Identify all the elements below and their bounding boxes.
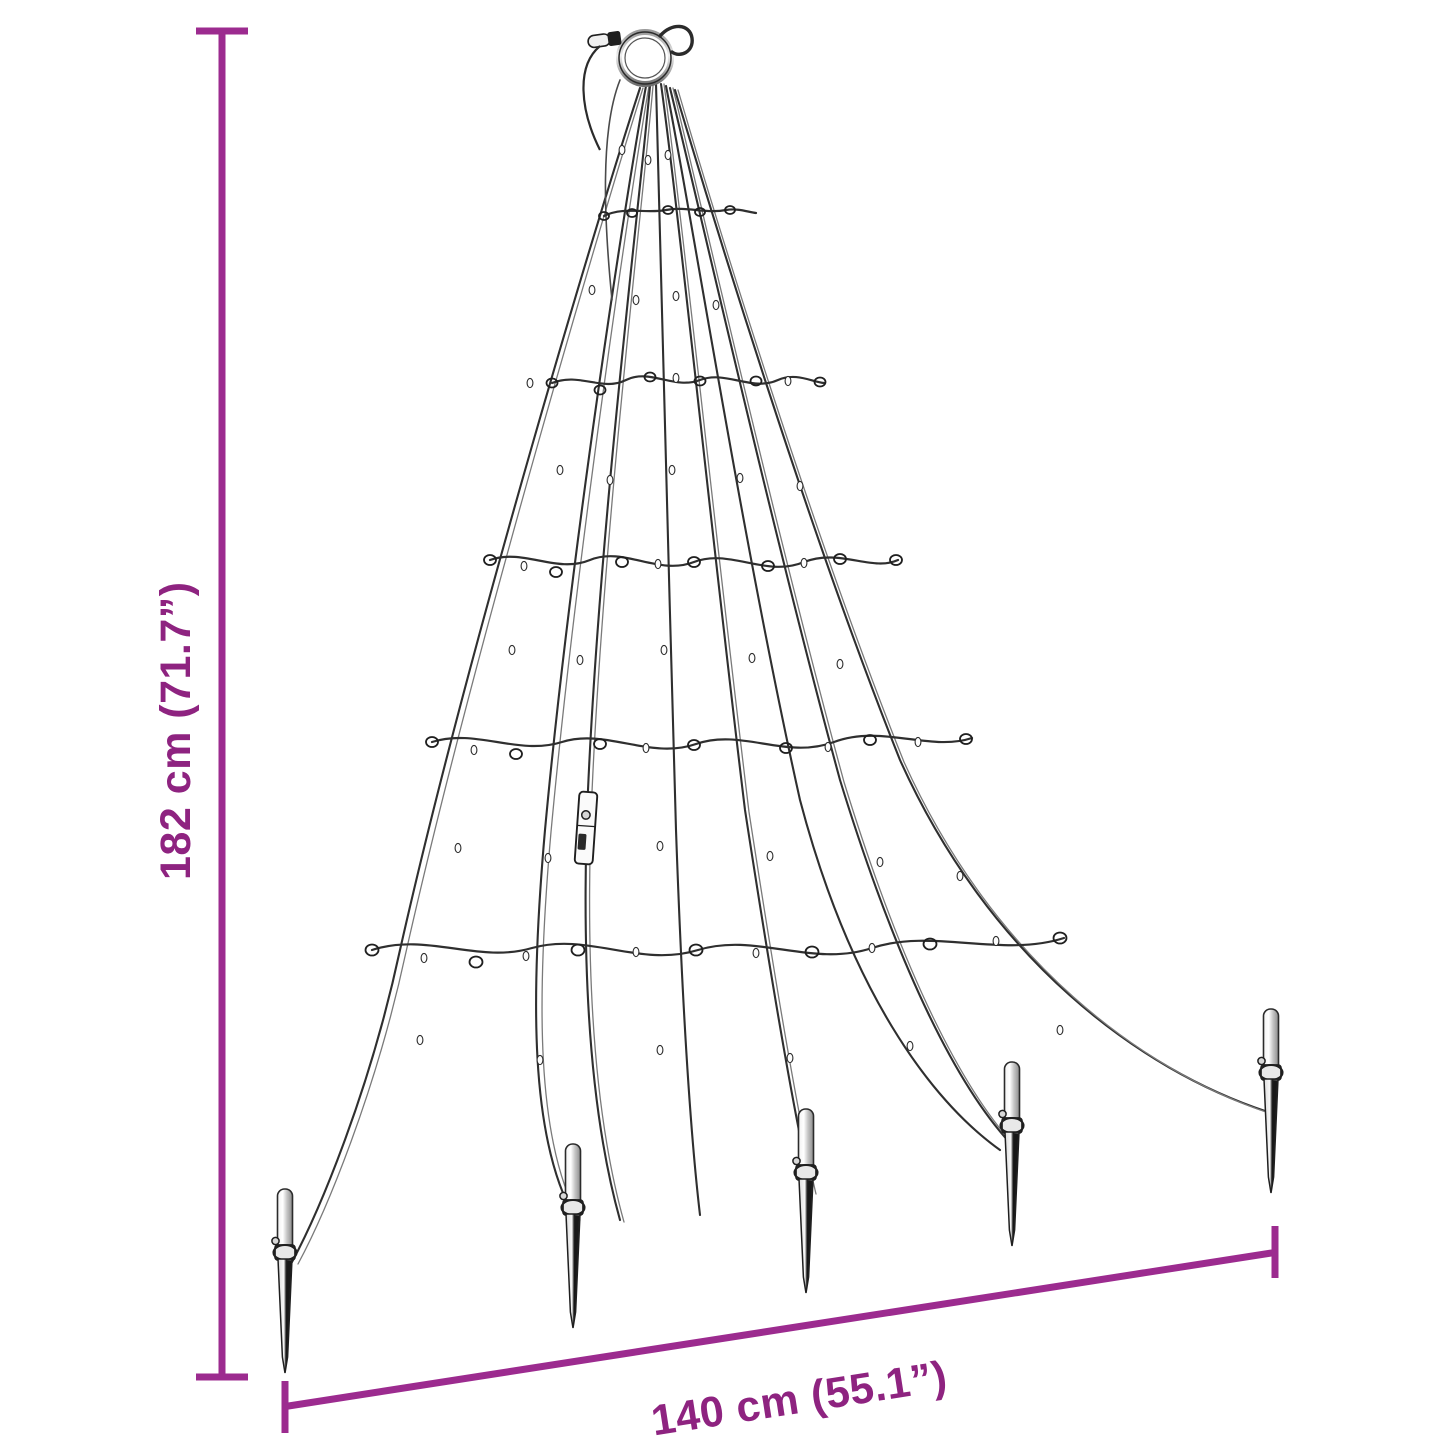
hanging-ring-icon: [582, 24, 694, 151]
inline-controller-icon: [573, 790, 599, 866]
height-dimension-label: 182 cm (71.7”): [152, 581, 200, 880]
ground-stakes: [270, 1007, 1284, 1375]
vertical-strands: [290, 79, 1273, 1265]
row-1: [602, 207, 758, 218]
ground-stake-icon: [270, 1187, 298, 1375]
height-dimension-line: [196, 27, 248, 1381]
row-5: [370, 936, 1066, 957]
ground-stake-icon: [997, 1060, 1025, 1248]
row-4: [430, 734, 974, 750]
cable-end-cap: [587, 31, 622, 49]
light-net-tree: [270, 24, 1284, 1375]
ground-stake-icon: [558, 1142, 586, 1330]
led-bulbs: [416, 144, 1064, 1066]
ground-stake-icon: [1256, 1007, 1284, 1195]
ground-stake-icon: [791, 1107, 819, 1295]
row-2: [550, 375, 826, 385]
width-dimension-line: [281, 1226, 1279, 1433]
hook-icon: [658, 24, 694, 57]
junction-knots: [364, 205, 1068, 969]
